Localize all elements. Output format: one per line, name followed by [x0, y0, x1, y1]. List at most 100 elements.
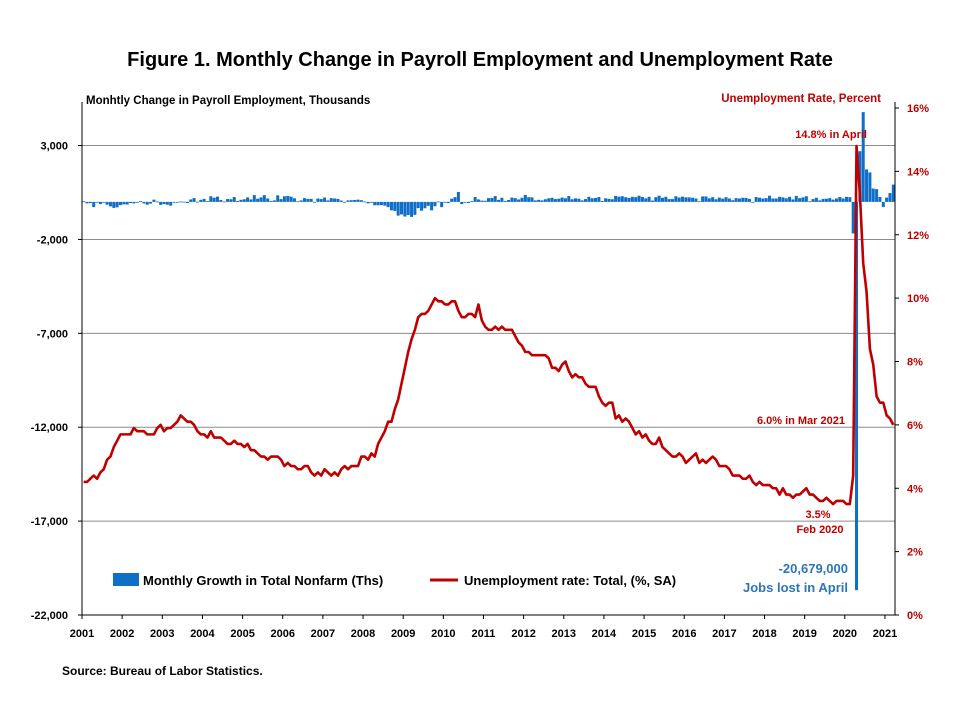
payroll-bar: [640, 197, 644, 202]
payroll-bar: [486, 198, 491, 202]
payroll-bar: [108, 201, 112, 207]
right-tick-label: 0%: [907, 610, 923, 622]
payroll-bar: [701, 196, 705, 202]
payroll-bar: [430, 201, 434, 211]
annotation-jobs-value: -20,679,000: [779, 561, 848, 576]
payroll-bar: [192, 198, 196, 202]
payroll-bar: [349, 200, 353, 202]
annotation-low-value: 3.5%: [805, 509, 830, 521]
payroll-bar: [573, 198, 577, 202]
payroll-bar: [741, 197, 745, 202]
payroll-bar: [229, 199, 233, 202]
payroll-bars: [82, 112, 895, 591]
legend-label-bars: Monthly Growth in Total Nonfarm (Ths): [143, 573, 383, 588]
payroll-bar: [637, 195, 641, 202]
payroll-bar: [791, 199, 795, 202]
payroll-bar: [834, 198, 838, 202]
payroll-bar: [346, 200, 350, 202]
payroll-bar: [694, 198, 698, 202]
payroll-bar: [697, 201, 701, 203]
payroll-bar: [674, 196, 678, 202]
payroll-bar: [567, 196, 571, 202]
x-tick-label: 2010: [431, 628, 455, 640]
payroll-bar: [262, 195, 266, 202]
payroll-bar: [122, 201, 126, 205]
right-tick-label: 2%: [907, 547, 923, 559]
right-tick-label: 4%: [907, 483, 923, 495]
payroll-bar: [844, 196, 848, 202]
payroll-bar: [523, 194, 527, 202]
payroll-bar: [818, 200, 822, 202]
payroll-bar: [798, 198, 802, 202]
payroll-bar: [470, 201, 474, 202]
payroll-bar: [704, 196, 708, 202]
payroll-bar: [426, 201, 430, 206]
payroll-bar: [406, 201, 410, 216]
payroll-bar: [292, 198, 296, 202]
payroll-bar: [185, 201, 189, 204]
payroll-bar: [142, 201, 146, 204]
payroll-bar: [453, 197, 457, 202]
payroll-bar: [654, 197, 658, 202]
right-axis-title: Unemployment Rate, Percent: [721, 93, 881, 105]
payroll-bar: [848, 197, 852, 202]
payroll-bar: [540, 200, 544, 202]
x-tick-label: 2011: [472, 628, 496, 640]
payroll-bar: [667, 199, 671, 202]
payroll-bar: [286, 195, 290, 202]
payroll-bar: [804, 196, 808, 202]
payroll-bar: [456, 191, 460, 202]
payroll-bar: [118, 201, 122, 206]
payroll-bar: [343, 201, 347, 203]
left-tick-label: 3,000: [40, 141, 68, 153]
payroll-bar: [885, 197, 889, 202]
payroll-bar: [289, 196, 293, 202]
payroll-bar: [734, 198, 738, 202]
payroll-bar: [212, 197, 216, 202]
payroll-bar: [329, 198, 333, 202]
x-tick-label: 2007: [311, 628, 335, 640]
payroll-bar: [132, 201, 136, 204]
payroll-bar: [781, 197, 785, 202]
x-tick-label: 2013: [552, 628, 576, 640]
payroll-bar: [202, 198, 206, 202]
payroll-bar: [737, 198, 741, 202]
payroll-bar: [557, 198, 561, 202]
payroll-bar: [232, 197, 236, 202]
payroll-bar: [145, 201, 149, 205]
payroll-bar: [215, 196, 220, 202]
payroll-bar: [888, 193, 892, 202]
payroll-bar: [125, 201, 129, 205]
payroll-bar: [563, 198, 567, 202]
payroll-bar: [400, 201, 404, 215]
payroll-bar: [691, 197, 695, 202]
payroll-bar: [420, 201, 424, 211]
payroll-bar: [473, 197, 477, 202]
payroll-bar: [159, 201, 163, 205]
x-tick-label: 2019: [792, 628, 816, 640]
payroll-bar: [105, 201, 109, 205]
payroll-bar: [831, 199, 835, 202]
payroll-bar: [764, 198, 768, 202]
payroll-bar: [272, 200, 276, 202]
payroll-bar: [450, 198, 454, 202]
payroll-bar: [172, 201, 176, 203]
payroll-bar: [376, 201, 380, 206]
x-tick-label: 2008: [351, 628, 375, 640]
payroll-bar: [711, 197, 715, 202]
payroll-bar: [252, 195, 256, 202]
payroll-bar: [630, 196, 634, 202]
left-axis-title: Monhtly Change in Payroll Employment, Th…: [86, 95, 370, 107]
x-tick-label: 2005: [230, 628, 254, 640]
payroll-bar: [778, 196, 782, 202]
payroll-bar: [436, 201, 440, 203]
payroll-bar: [102, 201, 106, 203]
payroll-bar: [313, 201, 317, 203]
right-tick-label: 8%: [907, 357, 923, 369]
payroll-bar: [547, 198, 551, 202]
payroll-bar: [650, 200, 654, 202]
payroll-bar: [868, 172, 872, 202]
legend-swatch-bars: [113, 573, 139, 586]
payroll-bar: [249, 199, 253, 202]
annotation-latest: 6.0% in Mar 2021: [757, 415, 845, 427]
